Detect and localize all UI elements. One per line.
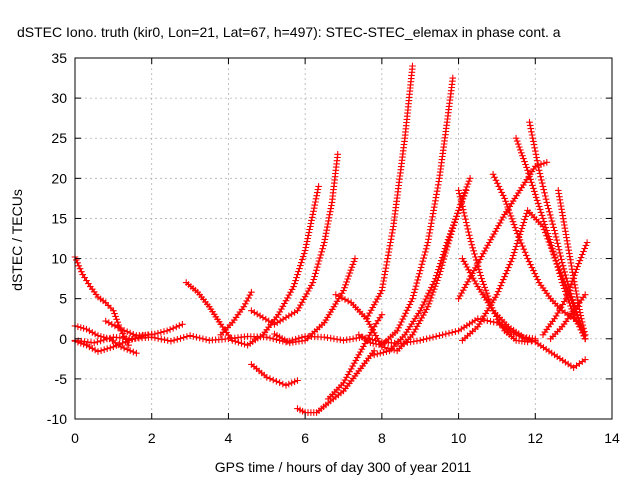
data-series bbox=[459, 255, 539, 343]
data-series bbox=[539, 239, 591, 339]
y-tick-labels: -10 -5 0 5 10 15 20 25 30 35 bbox=[47, 50, 67, 427]
series-markers bbox=[332, 62, 416, 322]
x-tick-labels: 0 2 4 6 8 10 12 14 bbox=[71, 430, 620, 446]
data-series bbox=[248, 361, 301, 389]
series-markers bbox=[248, 361, 301, 389]
plot-frame bbox=[74, 57, 613, 420]
y-tick-label: 0 bbox=[59, 331, 67, 347]
data-series bbox=[294, 347, 378, 416]
x-tick-label: 4 bbox=[225, 430, 233, 446]
data-series bbox=[332, 62, 416, 322]
series-markers bbox=[324, 311, 386, 403]
series-markers bbox=[459, 255, 539, 343]
series-markers bbox=[182, 183, 322, 349]
y-tick-label: 20 bbox=[51, 170, 67, 186]
data-series bbox=[370, 187, 470, 359]
data-series bbox=[324, 311, 386, 403]
data-series bbox=[512, 134, 589, 343]
y-tick-label: 15 bbox=[51, 210, 67, 226]
series-markers bbox=[547, 291, 589, 343]
y-axis-title: dSTEC / TECUs bbox=[9, 189, 25, 291]
y-tick-label: 10 bbox=[51, 251, 67, 267]
series-markers bbox=[370, 187, 470, 359]
chart-title: dSTEC Iono. truth (kir0, Lon=21, Lat=67,… bbox=[17, 24, 561, 40]
ticks bbox=[74, 57, 613, 420]
data-series bbox=[355, 74, 457, 349]
x-axis-title: GPS time / hours of day 300 of year 2011 bbox=[215, 459, 472, 475]
y-tick-label: 25 bbox=[51, 130, 67, 146]
series-markers bbox=[489, 171, 585, 330]
series-markers bbox=[355, 74, 457, 349]
series-group bbox=[71, 62, 591, 416]
x-tick-label: 10 bbox=[451, 430, 467, 446]
series-markers bbox=[526, 118, 589, 343]
series-markers bbox=[217, 288, 255, 339]
series-markers bbox=[294, 347, 378, 416]
x-tick-label: 14 bbox=[604, 430, 620, 446]
x-tick-label: 2 bbox=[148, 430, 156, 446]
data-series bbox=[248, 151, 341, 328]
y-tick-label: -5 bbox=[55, 371, 68, 387]
y-tick-label: -10 bbox=[47, 411, 67, 427]
series-markers bbox=[539, 239, 591, 339]
data-series bbox=[455, 159, 551, 302]
x-tick-label: 8 bbox=[378, 430, 386, 446]
data-series bbox=[217, 288, 255, 339]
data-series bbox=[547, 291, 589, 343]
y-tick-label: 30 bbox=[51, 90, 67, 106]
y-tick-label: 35 bbox=[51, 50, 67, 66]
data-series bbox=[182, 183, 322, 349]
series-markers bbox=[248, 151, 341, 328]
x-tick-label: 12 bbox=[527, 430, 543, 446]
x-tick-label: 6 bbox=[301, 430, 309, 446]
series-markers bbox=[455, 159, 551, 302]
y-tick-label: 5 bbox=[59, 291, 67, 307]
x-tick-label: 0 bbox=[71, 430, 79, 446]
